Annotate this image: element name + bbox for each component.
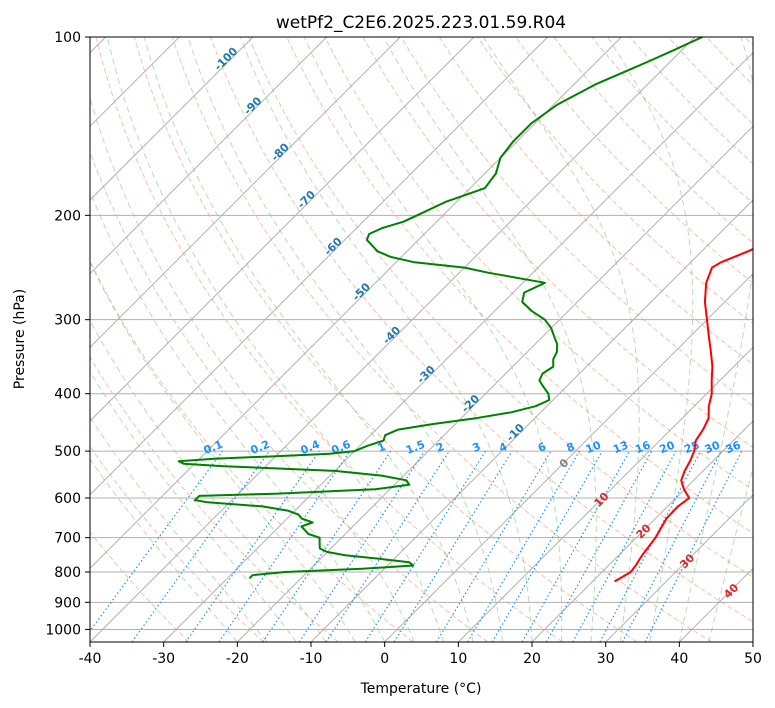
moist-adiabat — [90, 189, 386, 642]
x-axis-ticks: -40 -30 -20 -10 0 10 20 30 40 50 — [79, 642, 762, 667]
dry-adiabat — [210, 37, 753, 623]
isotherm-line — [90, 37, 696, 642]
isotherm-line — [457, 346, 753, 642]
x-tick-label: 30 — [597, 651, 615, 667]
dry-adiabat — [90, 445, 264, 642]
mixing-ratio-line — [435, 450, 552, 642]
chart-title: wetPf2_C2E6.2025.223.01.59.R04 — [276, 13, 566, 33]
dry-adiabat — [515, 37, 753, 284]
y-tick-label: 800 — [54, 565, 81, 581]
moist-adiabat — [106, 37, 445, 642]
y-tick-label: 600 — [54, 491, 81, 507]
y-axis-label: Pressure (hPa) — [12, 289, 28, 389]
x-tick-label: -40 — [79, 651, 102, 667]
isobar-grid — [90, 37, 753, 630]
isotherm-line — [384, 272, 753, 642]
y-tick-label: 700 — [54, 531, 81, 547]
moist-adiabat — [482, 37, 640, 642]
dry-adiabat — [438, 37, 753, 366]
y-tick-label: 900 — [54, 595, 81, 611]
mixing-ratio-label: 25 — [682, 439, 701, 457]
isotherm-line — [163, 51, 753, 642]
isotherm-line — [90, 37, 401, 349]
mixing-ratio-label: 16 — [633, 438, 652, 456]
mixing-ratio-label: 2 — [434, 440, 446, 455]
moist-adiabat — [90, 319, 327, 642]
moist-adiabat — [90, 370, 297, 642]
sounding-series — [177, 37, 753, 583]
isotherm-line — [236, 125, 753, 642]
mixing-ratio-line — [491, 450, 603, 642]
dry-adiabat — [90, 150, 488, 642]
moist-adiabat — [708, 466, 753, 642]
dry-adiabat — [324, 37, 753, 491]
x-tick-label: -20 — [226, 651, 249, 667]
dry-adiabat — [400, 37, 753, 407]
dry-adiabat — [90, 356, 339, 642]
isotherm-line — [90, 37, 475, 422]
mixing-ratio-line — [545, 450, 653, 642]
mixing-ratio-line — [218, 450, 351, 642]
mixing-ratio-line — [325, 450, 450, 642]
y-tick-label: 500 — [54, 444, 81, 460]
mixing-ratio-line — [393, 450, 513, 642]
y-tick-label: 100 — [54, 30, 81, 46]
y-axis-ticks: 100 200 300 400 500 600 700 800 900 1000 — [45, 30, 90, 638]
y-tick-label: 1000 — [45, 622, 81, 638]
y-tick-label: 300 — [54, 313, 81, 329]
plot-frame — [89, 36, 754, 643]
dry-adiabat — [171, 37, 712, 642]
mixing-ratio-line — [466, 450, 580, 642]
moist-adiabat — [607, 37, 694, 642]
moist-adiabat — [239, 37, 533, 642]
mixing-ratio-label: 8 — [565, 440, 577, 455]
x-tick-label: 0 — [380, 651, 389, 667]
mixing-ratio-lines — [90, 450, 743, 642]
x-tick-label: 40 — [670, 651, 688, 667]
dry-adiabat — [90, 531, 190, 642]
moist-adiabat — [303, 37, 563, 642]
mixing-ratio-line — [521, 450, 631, 642]
isotherm-line — [531, 420, 753, 642]
mixing-ratio-line — [572, 450, 677, 642]
dry-adiabat — [248, 37, 753, 578]
dry-adiabat — [95, 37, 563, 642]
isotherm-line — [90, 37, 549, 496]
mixing-ratio-label: 20 — [658, 438, 677, 456]
plot-area: 0.1 0.2 0.4 0.6 1 1.5 2 3 4 6 8 10 13 16 20 25 30 36-100-… — [90, 37, 753, 642]
y-tick-label: 400 — [54, 387, 81, 403]
x-tick-label: 50 — [744, 651, 762, 667]
y-tick-label: 200 — [54, 208, 81, 224]
isotherm-line — [90, 37, 254, 201]
mixing-ratio-line — [185, 450, 320, 642]
moist-adiabat — [90, 260, 356, 642]
isotherm-line — [605, 493, 753, 642]
mixing-ratio-label: 36 — [724, 438, 743, 456]
x-tick-label: 10 — [449, 651, 467, 667]
dry-adiabat — [133, 37, 638, 642]
x-tick-label: -30 — [152, 651, 175, 667]
x-tick-label: -10 — [300, 651, 323, 667]
mixing-ratio-label: 10 — [584, 438, 603, 456]
isotherm-line — [90, 37, 622, 570]
mixing-ratio-label: 1 — [376, 440, 388, 455]
moist-adiabat — [90, 458, 238, 642]
mixing-ratio-label: 30 — [703, 438, 722, 456]
mixing-ratio-label: 3 — [470, 440, 482, 455]
x-axis-label: Temperature (°C) — [360, 681, 482, 697]
moist-adiabat — [90, 416, 268, 642]
mixing-ratio-label: 13 — [611, 439, 630, 457]
moist-adiabat — [187, 37, 503, 642]
x-tick-label: 20 — [523, 651, 541, 667]
dewpoint-line — [177, 37, 703, 580]
isotherm-grid — [90, 37, 753, 642]
mixing-ratio-line — [364, 450, 486, 642]
temperature-line — [614, 247, 753, 583]
isotherm-line — [310, 199, 753, 642]
isotherm-line — [90, 37, 328, 275]
moist-adiabat — [678, 37, 753, 642]
